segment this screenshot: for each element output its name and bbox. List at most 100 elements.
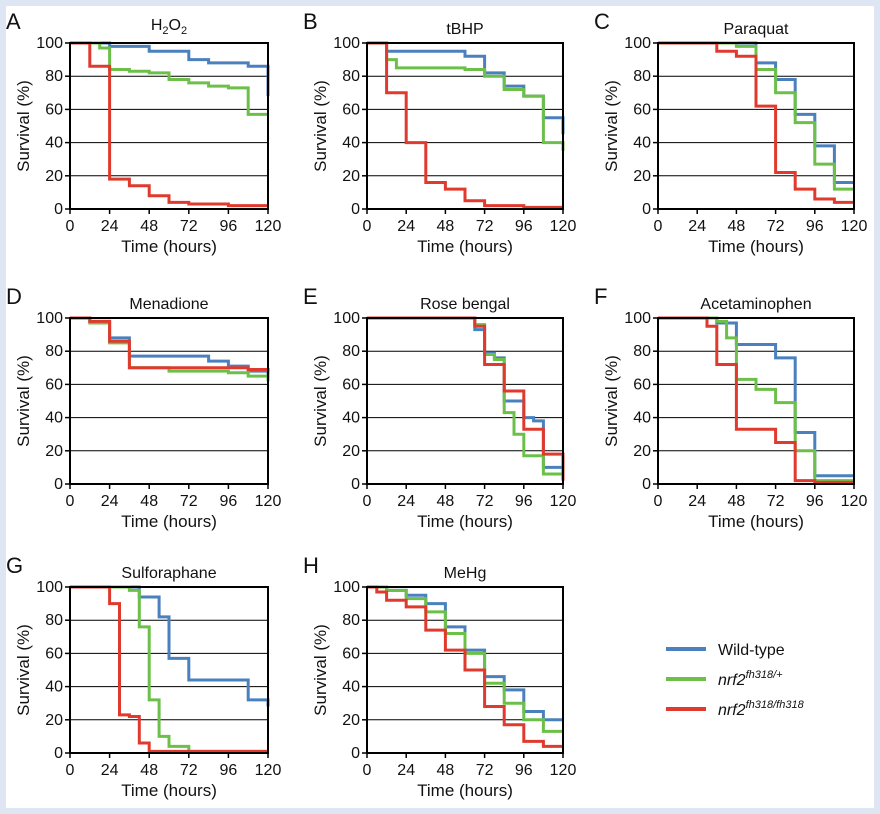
x-tick-label: 96 — [515, 218, 533, 235]
x-tick-label: 48 — [437, 218, 455, 235]
series-line-het — [70, 316, 270, 382]
x-tick-label: 72 — [476, 493, 494, 510]
y-tick-label: 80 — [633, 343, 651, 360]
panel-letter: C — [594, 9, 610, 34]
x-axis-label: Time (hours) — [121, 237, 217, 256]
x-tick-label: 120 — [255, 762, 282, 779]
y-tick-label: 20 — [633, 443, 651, 460]
x-tick-label: 48 — [140, 762, 158, 779]
series-line-wild-type — [70, 41, 270, 97]
y-tick-label: 100 — [333, 310, 360, 327]
x-tick-label: 24 — [101, 493, 119, 510]
panel-c: C Paraquat 0 20 40 60 80 100 0 24 48 72 96 120 Time (h… — [594, 9, 867, 256]
y-tick-label: 40 — [45, 410, 63, 427]
x-tick-label: 24 — [397, 762, 415, 779]
x-tick-label: 120 — [550, 762, 577, 779]
y-tick-label: 80 — [342, 612, 360, 629]
x-tick-label: 48 — [140, 218, 158, 235]
x-tick-label: 24 — [397, 493, 415, 510]
series-line-hom — [658, 41, 854, 204]
x-tick-label: 96 — [220, 218, 238, 235]
series-line-het — [70, 585, 268, 753]
x-tick-label: 0 — [654, 493, 663, 510]
y-tick-label: 100 — [36, 310, 63, 327]
x-tick-label: 48 — [437, 493, 455, 510]
y-tick-label: 80 — [342, 343, 360, 360]
legend-label-het: nrf2fh318/+ — [718, 669, 783, 689]
panel-letter: E — [303, 284, 318, 309]
y-tick-label: 80 — [633, 68, 651, 85]
series-line-het — [658, 316, 854, 483]
x-tick-label: 48 — [437, 762, 455, 779]
series-line-wild-type — [367, 41, 565, 135]
y-tick-label: 20 — [342, 168, 360, 185]
y-tick-label: 0 — [351, 745, 360, 762]
series-line-hom — [367, 316, 565, 481]
x-tick-label: 48 — [728, 493, 746, 510]
x-tick-label: 0 — [66, 762, 75, 779]
x-tick-label: 96 — [220, 493, 238, 510]
series-line-hom — [367, 585, 563, 748]
figure-svg: A H2O2 0 20 40 60 80 100 0 24 48 72 96 120 Time (hours… — [6, 9, 868, 800]
x-tick-label: 24 — [688, 493, 706, 510]
x-tick-label: 0 — [66, 493, 75, 510]
x-axis-label: Time (hours) — [417, 781, 513, 800]
series-line-het — [367, 585, 563, 733]
panel-h: H MeHg 0 20 40 60 80 100 0 24 48 72 96 120 Time (hours… — [303, 553, 576, 800]
y-axis-label: Survival (%) — [311, 624, 330, 716]
x-tick-label: 0 — [363, 493, 372, 510]
y-tick-label: 40 — [633, 135, 651, 152]
series-line-hom — [70, 41, 268, 208]
x-axis-label: Time (hours) — [121, 781, 217, 800]
series-line-wild-type — [70, 316, 270, 375]
y-tick-label: 80 — [45, 612, 63, 629]
x-tick-label: 72 — [180, 218, 198, 235]
panel-title: H2O2 — [151, 17, 187, 37]
y-axis-label: Survival (%) — [14, 80, 33, 172]
x-axis-label: Time (hours) — [708, 512, 804, 531]
y-tick-label: 80 — [342, 68, 360, 85]
y-tick-label: 0 — [642, 476, 651, 493]
panel-letter: H — [303, 553, 319, 578]
panel-title: Acetaminophen — [700, 296, 811, 313]
y-tick-label: 100 — [36, 35, 63, 52]
y-tick-label: 60 — [633, 376, 651, 393]
panel-title: Menadione — [129, 296, 208, 313]
x-tick-label: 96 — [515, 493, 533, 510]
y-tick-label: 20 — [342, 712, 360, 729]
plot-frame — [69, 317, 269, 485]
panel-letter: F — [594, 284, 607, 309]
series-line-het — [658, 41, 854, 191]
x-tick-label: 0 — [66, 218, 75, 235]
y-tick-label: 0 — [642, 201, 651, 218]
x-tick-label: 96 — [220, 762, 238, 779]
y-tick-label: 100 — [333, 579, 360, 596]
y-tick-label: 0 — [54, 476, 63, 493]
series-line-hom — [658, 316, 854, 484]
panel-title: Sulforaphane — [121, 565, 216, 582]
y-tick-label: 40 — [633, 410, 651, 427]
y-axis-label: Survival (%) — [14, 624, 33, 716]
x-tick-label: 72 — [767, 218, 785, 235]
x-tick-label: 0 — [654, 218, 663, 235]
x-axis-label: Time (hours) — [417, 512, 513, 531]
x-axis-label: Time (hours) — [708, 237, 804, 256]
panel-letter: A — [6, 9, 21, 34]
y-axis-label: Survival (%) — [602, 80, 621, 172]
x-tick-label: 0 — [363, 762, 372, 779]
x-tick-label: 72 — [180, 493, 198, 510]
panel-letter: B — [303, 9, 318, 34]
panel-d: D Menadione 0 20 40 60 80 100 0 24 48 72 96 120 Time (… — [6, 284, 281, 531]
y-tick-label: 40 — [342, 679, 360, 696]
x-tick-label: 120 — [841, 218, 868, 235]
y-tick-label: 20 — [342, 443, 360, 460]
x-tick-label: 120 — [841, 493, 868, 510]
series-line-hom — [70, 316, 270, 372]
plot-frame — [366, 42, 564, 210]
x-tick-label: 24 — [101, 762, 119, 779]
panel-title: tBHP — [446, 21, 483, 38]
panel-g: G Sulforaphane 0 20 40 60 80 100 0 24 48 72 96 120 Tim… — [6, 553, 281, 800]
x-tick-label: 96 — [806, 218, 824, 235]
legend-label-hom: nrf2fh318/fh318 — [718, 699, 805, 719]
